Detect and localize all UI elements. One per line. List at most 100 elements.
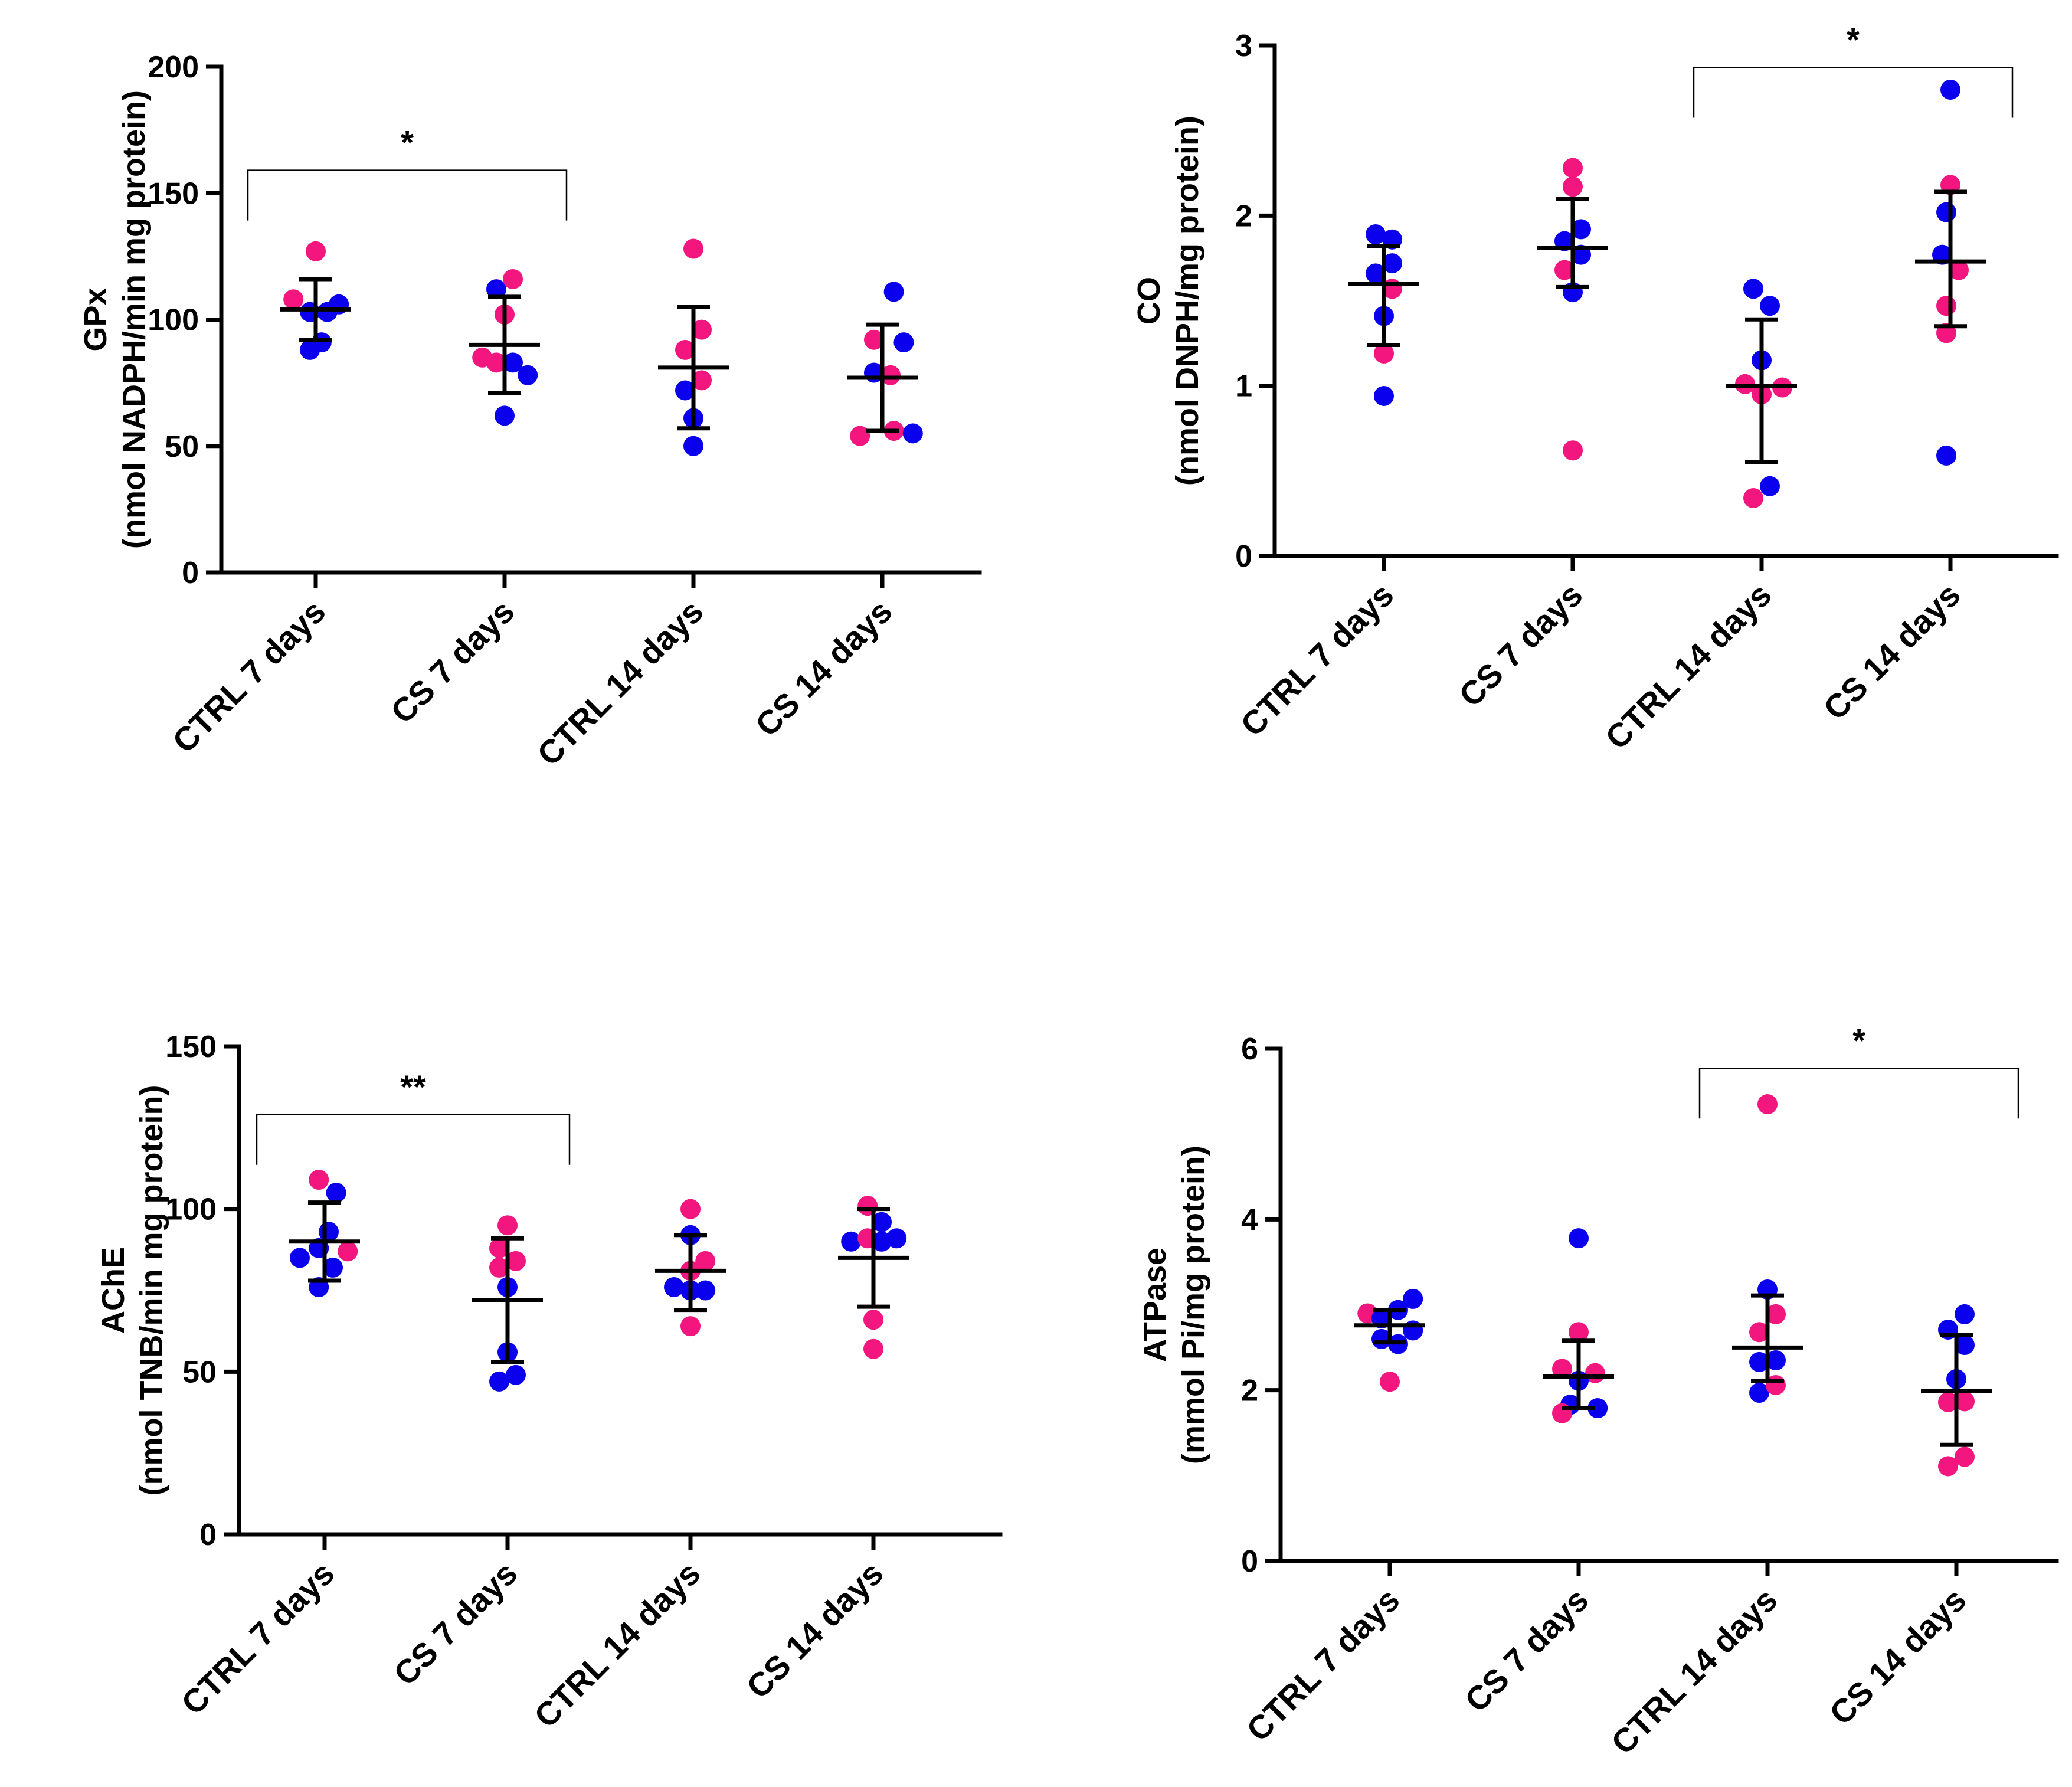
y-tick-label: 1 <box>1235 369 1252 404</box>
significance-label: * <box>401 124 414 161</box>
data-point <box>1936 445 1956 466</box>
x-tick-label: CS 14 days <box>1822 1581 1973 1732</box>
data-point <box>1749 1383 1769 1403</box>
data-point <box>1569 1322 1589 1343</box>
data-point <box>864 329 884 350</box>
y-axis-title: CO <box>1131 277 1167 325</box>
data-point <box>1749 1351 1769 1372</box>
y-tick-label: 6 <box>1241 1032 1258 1066</box>
data-point <box>680 1316 701 1337</box>
y-tick-label: 2 <box>1241 1374 1258 1408</box>
data-point <box>1374 343 1394 364</box>
x-tick-label: CTRL 7 days <box>1233 576 1401 744</box>
data-point <box>1766 1350 1786 1371</box>
x-tick-label: CS 14 days <box>739 1554 891 1706</box>
significance-bracket <box>1693 67 2014 118</box>
data-point <box>506 1364 526 1385</box>
significance-bracket <box>256 1114 571 1165</box>
x-tick-label: CTRL 14 days <box>530 593 711 773</box>
data-point <box>850 426 870 446</box>
data-point <box>680 1199 701 1219</box>
data-point <box>1374 385 1394 406</box>
data-point <box>1938 1456 1958 1477</box>
data-point <box>1749 1322 1769 1343</box>
data-point <box>1949 260 1969 280</box>
data-point <box>1955 1446 1975 1467</box>
data-point <box>863 1338 883 1359</box>
data-point <box>1380 1372 1400 1392</box>
panel-atpase: 0 2 4 6 CTRL 7 days CS 7 days CTRL 14 days CS 1… <box>1137 1022 2059 1762</box>
data-point <box>902 423 923 444</box>
data-point <box>1554 260 1575 280</box>
panel-gpx: 0 50 100 150 200 CTRL 7 days CS 7 days CTRL 14 … <box>78 50 982 773</box>
y-tick-label: 100 <box>148 303 199 338</box>
data-point <box>1955 1391 1975 1412</box>
significance-label: * <box>1847 21 1860 58</box>
data-point <box>683 436 703 456</box>
data-point <box>1938 1392 1958 1412</box>
significance-label: ** <box>400 1068 426 1105</box>
y-tick-label: 50 <box>182 1355 217 1389</box>
x-tick-label: CS 14 days <box>1816 576 1968 727</box>
data-point <box>692 319 712 340</box>
y-tick-label: 0 <box>1235 539 1252 574</box>
x-tick-label: CS 7 days <box>1452 576 1590 714</box>
y-tick-label: 150 <box>165 1030 217 1064</box>
data-point <box>695 1251 716 1271</box>
data-point <box>1563 176 1583 197</box>
data-point <box>1587 1398 1608 1419</box>
x-tick-label: CTRL 14 days <box>527 1554 708 1735</box>
significance-bracket <box>247 169 568 221</box>
data-point <box>495 405 515 426</box>
significance-label: * <box>1852 1022 1865 1059</box>
data-point <box>489 1371 509 1392</box>
data-point <box>1936 296 1956 316</box>
y-axis-title: GPx <box>78 287 113 351</box>
data-point <box>283 289 304 310</box>
x-tick-label: CTRL 7 days <box>174 1554 342 1722</box>
data-point <box>1743 279 1763 299</box>
x-tick-label: CS 7 days <box>387 1554 525 1693</box>
data-point <box>1563 158 1583 178</box>
data-point <box>695 1280 716 1301</box>
x-tick-label: CTRL 14 days <box>1598 576 1779 757</box>
data-point <box>1743 487 1763 508</box>
data-point <box>1936 202 1956 222</box>
data-point <box>1955 1334 1975 1355</box>
y-tick-label: 2 <box>1235 199 1252 233</box>
data-point <box>675 339 695 360</box>
y-axis-title: ATPase <box>1137 1248 1173 1362</box>
data-point <box>306 241 326 261</box>
data-point <box>1955 1304 1975 1324</box>
significance-bracket <box>1698 1068 2019 1119</box>
data-point <box>1940 79 1960 100</box>
data-point <box>323 1257 343 1278</box>
data-point <box>1569 1228 1589 1249</box>
data-point <box>1760 296 1780 316</box>
data-point <box>1766 1304 1786 1324</box>
y-tick-label: 150 <box>148 176 199 211</box>
y-tick-label: 0 <box>199 1518 217 1552</box>
data-point <box>290 1248 310 1268</box>
y-axis-subtitle: (nmol NADPH/min mg protein) <box>116 90 152 549</box>
data-point <box>326 1183 346 1203</box>
y-tick-label: 200 <box>148 50 199 84</box>
data-point <box>506 1251 526 1271</box>
data-point <box>503 269 523 289</box>
y-axis-title: AChE <box>96 1247 131 1334</box>
data-point <box>664 1277 684 1297</box>
data-point <box>1552 1359 1572 1379</box>
x-tick-label: CS 7 days <box>384 593 522 731</box>
panel-co: 0 1 2 3 CTRL 7 days CS 7 days CTRL 14 days CS 1… <box>1131 21 2059 757</box>
data-point <box>692 370 712 391</box>
y-tick-label: 4 <box>1241 1203 1258 1237</box>
data-point <box>489 1257 509 1278</box>
data-point <box>497 1215 518 1236</box>
x-tick-label: CTRL 7 days <box>1239 1581 1407 1749</box>
data-point <box>893 332 914 353</box>
data-point <box>1403 1288 1423 1309</box>
data-point <box>1563 440 1583 461</box>
data-point <box>1366 224 1386 245</box>
data-point <box>503 352 523 373</box>
